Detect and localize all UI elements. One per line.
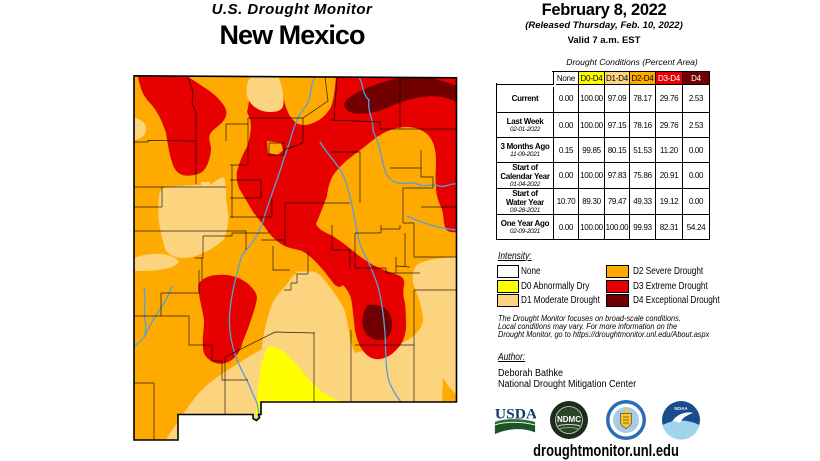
svg-text:NOAA: NOAA xyxy=(674,406,688,411)
svg-text:USDA: USDA xyxy=(495,406,536,422)
svg-text:NDMC: NDMC xyxy=(557,415,581,424)
